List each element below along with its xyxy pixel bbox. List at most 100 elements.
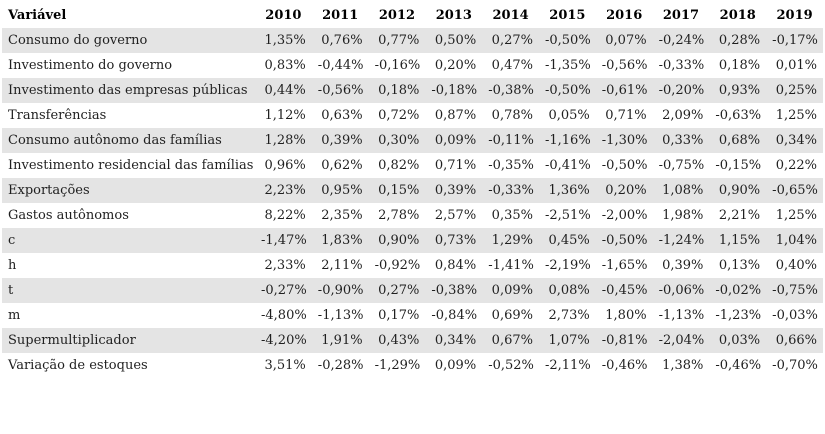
value-cell: 0,28%: [718, 33, 761, 48]
value-cell: 1,35%: [264, 33, 306, 48]
value-cell: -2,11%: [544, 358, 591, 373]
value-cell: 2,21%: [718, 208, 761, 223]
value-cell: -0,52%: [488, 358, 534, 373]
value-cell: -0,45%: [601, 283, 648, 298]
table-row: Supermultiplicador -4,20% 1,91% 0,43% 0,34% 0…: [2, 328, 823, 353]
table-row: Consumo autônomo das famílias 1,28% 0,39% 0…: [2, 128, 823, 153]
value-cell: 2,73%: [548, 308, 590, 323]
value-cell: -4,20%: [261, 333, 307, 348]
table-row: Consumo do governo 1,35% 0,76% 0,77% 0,50% 0,…: [2, 28, 823, 53]
value-cell: 0,95%: [321, 183, 363, 198]
value-cell: -0,44%: [317, 58, 364, 73]
row-label: t: [8, 283, 14, 298]
value-cell: 1,80%: [605, 308, 647, 323]
value-cell: 0,40%: [775, 258, 817, 273]
column-header-year: 2010: [265, 8, 302, 23]
value-cell: -0,75%: [658, 158, 705, 173]
value-cell: -0,50%: [544, 33, 591, 48]
value-cell: 0,47%: [491, 58, 533, 73]
value-cell: -0,61%: [601, 83, 648, 98]
value-cell: 1,08%: [662, 183, 704, 198]
table-row: c -1,47% 1,83% 0,90% 0,73% 1,29% 0,45% -0,50% -1…: [2, 228, 823, 253]
value-cell: 1,12%: [264, 108, 306, 123]
value-cell: 0,34%: [775, 133, 817, 148]
value-cell: 0,17%: [378, 308, 420, 323]
row-label: c: [8, 233, 16, 248]
value-cell: 0,01%: [775, 58, 817, 73]
value-cell: 0,39%: [434, 183, 477, 198]
value-cell: -0,75%: [772, 283, 818, 298]
value-cell: -0,90%: [317, 283, 364, 298]
value-cell: -0,28%: [317, 358, 364, 373]
value-cell: 0,76%: [321, 33, 363, 48]
value-cell: 0,45%: [548, 233, 590, 248]
value-cell: 0,63%: [321, 108, 363, 123]
column-header-year: 2012: [378, 8, 416, 23]
table-body: Consumo do governo 1,35% 0,76% 0,77% 0,50% 0,…: [2, 28, 823, 378]
value-cell: 2,23%: [264, 183, 306, 198]
value-cell: -0,56%: [601, 58, 648, 73]
value-cell: 1,07%: [548, 333, 590, 348]
value-cell: -2,00%: [601, 208, 648, 223]
value-cell: 2,78%: [378, 208, 420, 223]
value-cell: -1,41%: [488, 258, 534, 273]
value-cell: -0,81%: [601, 333, 648, 348]
value-cell: 0,62%: [321, 158, 363, 173]
value-cell: -1,23%: [715, 308, 762, 323]
row-label: Consumo do governo: [8, 33, 148, 48]
value-cell: -0,46%: [601, 358, 648, 373]
value-cell: 0,30%: [378, 133, 420, 148]
row-label: Gastos autônomos: [8, 208, 129, 223]
value-cell: 1,15%: [718, 233, 761, 248]
value-cell: 0,18%: [718, 58, 761, 73]
value-cell: 0,08%: [548, 283, 590, 298]
column-header-year: 2018: [719, 8, 756, 23]
value-cell: 0,96%: [264, 158, 306, 173]
value-cell: -0,15%: [715, 158, 762, 173]
value-cell: 0,71%: [434, 158, 477, 173]
value-cell: 2,11%: [321, 258, 363, 273]
value-cell: 0,09%: [434, 133, 477, 148]
column-header-year: 2015: [549, 8, 586, 23]
value-cell: 0,09%: [491, 283, 533, 298]
table-row: h 2,33% 2,11% -0,92% 0,84% -1,41% -2,19% -1,65%…: [2, 253, 823, 278]
value-cell: 0,83%: [264, 58, 306, 73]
value-cell: 0,07%: [605, 33, 647, 48]
row-label: Transferências: [8, 108, 107, 123]
value-cell: 3,51%: [264, 358, 306, 373]
value-cell: -0,56%: [317, 83, 364, 98]
table-row: Investimento das empresas públicas 0,44% -…: [2, 78, 823, 103]
value-cell: 0,34%: [434, 333, 477, 348]
value-cell: 1,25%: [775, 108, 817, 123]
table-row: Investimento do governo 0,83% -0,44% -0,16%…: [2, 53, 823, 78]
value-cell: 0,50%: [434, 33, 477, 48]
value-cell: -0,70%: [772, 358, 818, 373]
value-cell: 0,69%: [491, 308, 533, 323]
row-label: Supermultiplicador: [8, 333, 136, 348]
value-cell: 1,25%: [775, 208, 817, 223]
value-cell: -1,30%: [601, 133, 648, 148]
table-header-row: Variável 2010 2011 2012 2013 2014 2015 2016 2017…: [2, 3, 823, 28]
column-header-year: 2014: [492, 8, 529, 23]
value-cell: -0,50%: [601, 158, 648, 173]
value-cell: 0,77%: [378, 33, 420, 48]
value-cell: 0,33%: [662, 133, 704, 148]
value-cell: -1,65%: [601, 258, 648, 273]
value-cell: 1,28%: [264, 133, 306, 148]
value-cell: -0,18%: [431, 83, 478, 98]
row-label: Variação de estoques: [8, 358, 148, 373]
table-row: Gastos autônomos 8,22% 2,35% 2,78% 2,57% 0,35…: [2, 203, 823, 228]
value-cell: 0,84%: [434, 258, 477, 273]
value-cell: 0,68%: [718, 133, 761, 148]
value-cell: 0,90%: [718, 183, 761, 198]
value-cell: -0,03%: [772, 308, 818, 323]
value-cell: 0,09%: [434, 358, 477, 373]
value-cell: -0,46%: [715, 358, 762, 373]
table-row: m -4,80% -1,13% 0,17% -0,84% 0,69% 2,73% 1,80% -…: [2, 303, 823, 328]
value-cell: 8,22%: [264, 208, 306, 223]
value-cell: 0,13%: [718, 258, 761, 273]
value-cell: 2,33%: [264, 258, 306, 273]
value-cell: -0,35%: [488, 158, 534, 173]
value-cell: 0,66%: [775, 333, 817, 348]
value-cell: 0,03%: [718, 333, 761, 348]
